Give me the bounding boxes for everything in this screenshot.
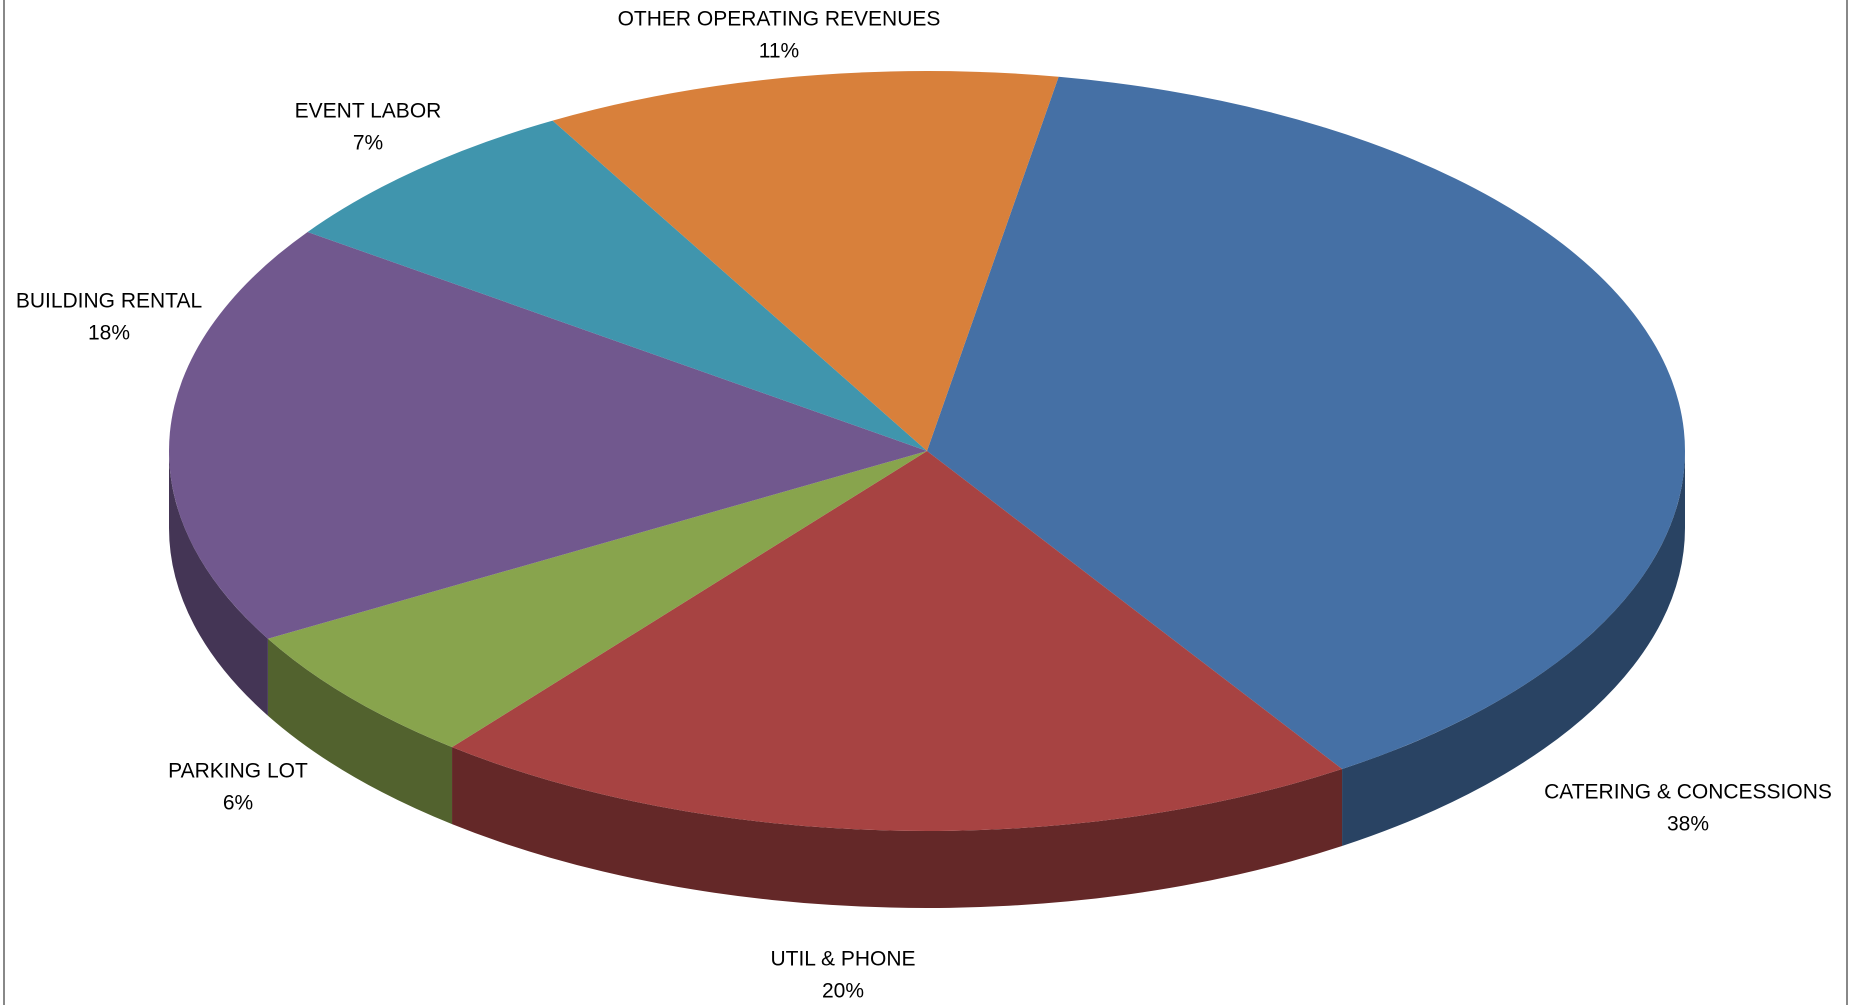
slice (168, 231, 927, 639)
slice-side (1342, 451, 1685, 846)
value-label: 20% (822, 980, 864, 1003)
value-label: 38% (1667, 813, 1709, 836)
data-labels: CATERING & CONCESSIONS 38% UTIL & PHONE 20%… (16, 8, 1832, 1003)
value-label: 7% (353, 132, 383, 155)
value-label: 6% (223, 792, 253, 815)
value-label: 11% (759, 40, 799, 63)
slice-side (169, 451, 268, 716)
category-label: OTHER OPERATING REVENUES (618, 8, 941, 31)
category-label: UTIL & PHONE (770, 948, 915, 971)
category-label: BUILDING RENTAL (16, 290, 202, 313)
category-label: EVENT LABOR (295, 100, 442, 123)
value-label: 18% (88, 322, 130, 345)
slice (927, 76, 1686, 769)
slice (452, 451, 1343, 831)
category-label: CATERING & CONCESSIONS (1544, 781, 1832, 804)
category-label: PARKING LOT (168, 760, 308, 783)
slice-side (267, 638, 453, 825)
slice (267, 451, 927, 748)
pie-tops (168, 71, 1686, 831)
slice (552, 71, 1059, 451)
slice-side (452, 747, 1343, 908)
slice (307, 120, 928, 452)
pie-sides (169, 451, 1685, 908)
